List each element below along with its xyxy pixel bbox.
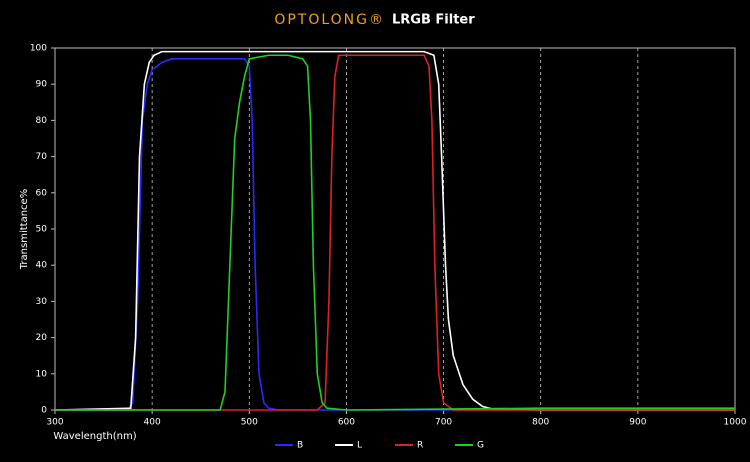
x-tick-label: 900	[629, 418, 646, 428]
legend-label: G	[477, 441, 484, 451]
series-line	[55, 58, 735, 411]
series-line	[54, 50, 735, 411]
y-tick-label: 20	[36, 333, 48, 343]
series-line	[55, 54, 735, 411]
y-tick-label: 100	[30, 44, 47, 54]
x-axis-label: Wavelength(nm)	[53, 431, 136, 442]
x-tick-label: 1000	[724, 418, 747, 428]
y-tick-label: 40	[36, 261, 48, 271]
y-tick-label: 0	[41, 406, 47, 416]
y-tick-label: 80	[36, 116, 48, 126]
chart-title: LRGB Filter	[392, 13, 475, 28]
x-tick-label: 700	[435, 418, 452, 428]
legend-label: L	[357, 441, 362, 451]
x-tick-label: 500	[241, 418, 258, 428]
legend-label: B	[297, 441, 303, 451]
x-tick-label: 600	[338, 418, 355, 428]
x-tick-label: 800	[532, 418, 549, 428]
y-tick-label: 60	[36, 188, 48, 198]
y-axis-label: Transmittance%	[19, 189, 30, 270]
x-tick-label: 300	[46, 418, 63, 428]
series-line	[55, 54, 735, 411]
y-tick-label: 10	[36, 369, 48, 379]
brand: OPTOLONG®	[274, 12, 385, 28]
y-tick-label: 90	[36, 80, 48, 90]
legend-label: R	[417, 441, 423, 451]
y-tick-label: 50	[36, 225, 48, 235]
y-tick-label: 30	[36, 297, 48, 307]
x-tick-label: 400	[144, 418, 161, 428]
y-tick-label: 70	[36, 152, 48, 162]
